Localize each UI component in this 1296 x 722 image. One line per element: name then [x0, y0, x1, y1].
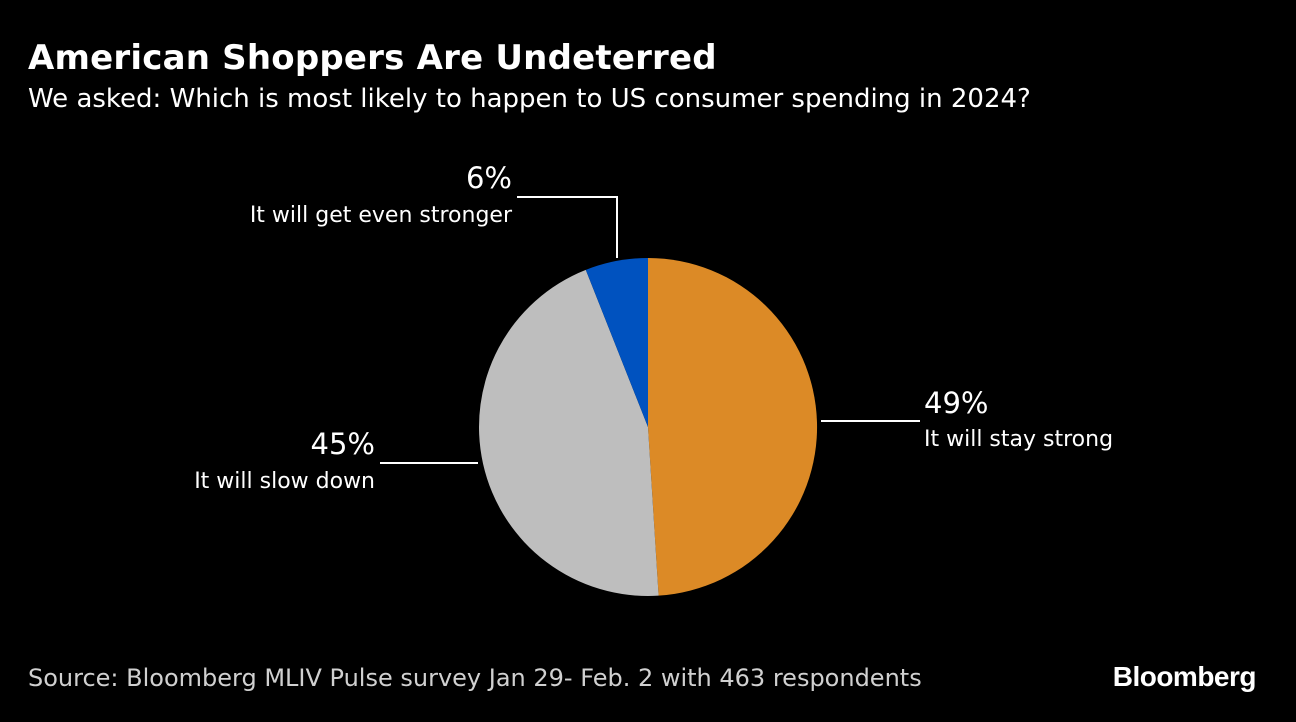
pie-slice-stay-strong: [648, 258, 818, 596]
pie-slice-even-stronger: [585, 258, 648, 427]
slice-label-even-stronger: It will get even stronger: [250, 203, 513, 228]
source-note: Source: Bloomberg MLIV Pulse survey Jan …: [28, 664, 922, 692]
value-label-stay-strong: 49%: [924, 386, 988, 420]
bloomberg-logo: Bloomberg: [1112, 661, 1257, 692]
pie-slice-slow-down: [479, 269, 659, 597]
pie-slices: [479, 258, 818, 597]
value-label-even-stronger: 6%: [466, 161, 512, 195]
chart-title: American Shoppers Are Undeterred: [28, 38, 717, 78]
slice-label-slow-down: It will slow down: [194, 469, 375, 494]
chart-subtitle: We asked: Which is most likely to happen…: [28, 84, 1031, 114]
leader-line-even-stronger: [517, 196, 618, 258]
slice-label-stay-strong: It will stay strong: [924, 427, 1113, 452]
value-label-slow-down: 45%: [311, 427, 375, 461]
